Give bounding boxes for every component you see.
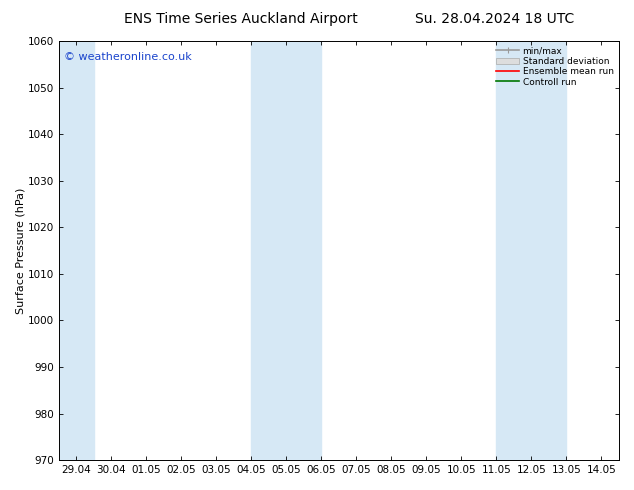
Bar (252, 41, 321, 460)
Bar (59, 41, 94, 460)
Y-axis label: Surface Pressure (hPa): Surface Pressure (hPa) (15, 187, 25, 314)
Bar (496, 41, 567, 460)
Text: ENS Time Series Auckland Airport: ENS Time Series Auckland Airport (124, 12, 358, 26)
Text: Su. 28.04.2024 18 UTC: Su. 28.04.2024 18 UTC (415, 12, 574, 26)
Text: © weatheronline.co.uk: © weatheronline.co.uk (65, 51, 192, 62)
Legend: min/max, Standard deviation, Ensemble mean run, Controll run: min/max, Standard deviation, Ensemble me… (494, 44, 616, 89)
